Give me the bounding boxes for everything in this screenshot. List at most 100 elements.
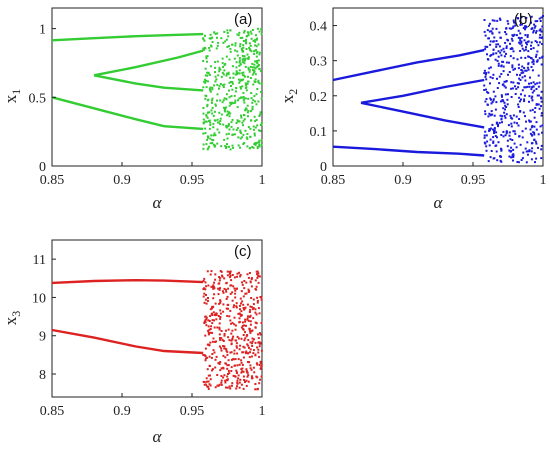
chaos-point [230, 125, 233, 128]
chaos-point [500, 148, 503, 151]
chaos-point [210, 109, 213, 112]
chaos-point [258, 143, 261, 146]
chaos-point [226, 303, 229, 306]
chaos-point [519, 20, 522, 23]
chaos-point [235, 345, 238, 348]
chaos-point [537, 44, 540, 47]
chaos-point [259, 360, 262, 363]
chaos-point [238, 348, 241, 351]
chaos-point [228, 104, 231, 107]
chaos-point [232, 306, 235, 309]
chaos-point [216, 44, 219, 47]
chaos-point [222, 345, 225, 347]
chaos-point [212, 287, 215, 290]
chaos-point [525, 120, 527, 123]
chaos-point [225, 348, 228, 351]
chaos-point [211, 322, 214, 325]
chaos-point [238, 31, 241, 34]
chaos-point [208, 320, 211, 322]
chaos-point [240, 371, 243, 374]
chaos-point [217, 384, 220, 387]
chaos-point [242, 91, 245, 94]
chaos-point [492, 53, 495, 56]
chaos-point [245, 384, 248, 387]
chaos-point [488, 24, 490, 27]
chaos-point [234, 99, 237, 102]
chaos-point [258, 51, 261, 54]
chaos-point [535, 55, 537, 58]
chaos-point [524, 127, 527, 130]
chaos-point [260, 349, 263, 352]
chaos-point [231, 329, 234, 332]
chaos-point [256, 124, 259, 127]
chaos-point [496, 19, 499, 22]
chaos-point [538, 29, 541, 32]
chaos-point [493, 129, 496, 132]
chaos-point [507, 124, 510, 127]
chaos-point [218, 279, 221, 282]
chaos-point [526, 66, 529, 69]
chaos-point [204, 67, 207, 70]
chaos-point [215, 312, 218, 315]
chaos-point [207, 147, 210, 150]
chaos-point [519, 143, 522, 146]
chaos-point [229, 112, 232, 115]
chaos-point [520, 72, 523, 75]
y-tick-label: 0.1 [310, 125, 328, 140]
chaos-point [524, 25, 527, 28]
chaos-point [207, 319, 210, 322]
chaos-point [245, 35, 248, 38]
chaos-point [242, 375, 245, 378]
chaos-point [518, 118, 521, 120]
chaos-point [538, 107, 541, 110]
chaos-point [222, 123, 225, 126]
chaos-point [252, 146, 255, 149]
chaos-point [224, 356, 227, 359]
chaos-point [227, 73, 230, 76]
chaos-point [248, 147, 251, 150]
chaos-point [256, 51, 258, 54]
chaos-point [242, 387, 245, 390]
chaos-point [214, 75, 217, 78]
chaos-point [531, 61, 534, 64]
chaos-point [239, 344, 242, 347]
chaos-point [209, 90, 212, 93]
chaos-point [248, 311, 251, 313]
chaos-point [242, 327, 244, 330]
chaos-point [540, 148, 543, 151]
chaos-point [484, 100, 487, 103]
chaos-point [243, 97, 246, 100]
chaos-point [207, 331, 210, 334]
chaos-point [534, 161, 536, 164]
chaos-point [487, 91, 490, 94]
chaos-point [540, 112, 543, 115]
chaos-point [488, 22, 491, 25]
chaos-point [239, 314, 242, 317]
chaos-point [540, 105, 542, 108]
chaos-point [229, 76, 232, 79]
chaos-point [225, 55, 228, 58]
chaos-point [529, 76, 531, 79]
chaos-point [227, 369, 230, 372]
chaos-point [210, 101, 213, 104]
chaos-point [239, 137, 242, 140]
chaos-point [206, 103, 209, 106]
chaos-point [202, 288, 205, 291]
chaos-point [511, 34, 514, 37]
chaos-point [258, 53, 261, 56]
chaos-point [511, 47, 514, 50]
chaos-point [226, 364, 229, 367]
chaos-point [242, 345, 245, 348]
chaos-point [220, 37, 223, 40]
chaos-point [222, 73, 225, 76]
chaos-point [258, 30, 261, 33]
chaos-point [530, 82, 533, 85]
chaos-point [214, 340, 216, 343]
chaos-point [246, 273, 249, 276]
panel-c-ticks: 0.85 0.9 0.95 1 8 9 10 11 [32, 253, 266, 419]
chaos-point [238, 381, 241, 384]
chaos-point [499, 18, 502, 21]
panel-a-ylabel: x1 [1, 89, 23, 104]
chaos-point [255, 93, 258, 96]
chaos-point [231, 337, 234, 340]
